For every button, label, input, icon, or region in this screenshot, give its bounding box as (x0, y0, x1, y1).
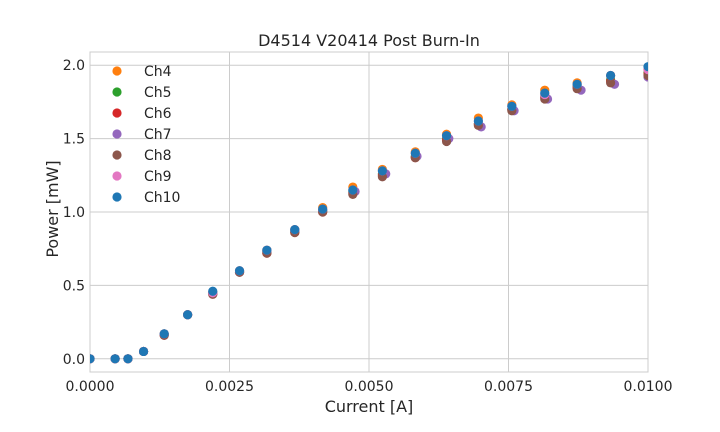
legend-label: Ch4 (144, 64, 172, 80)
y-tick-label: 1.0 (63, 205, 85, 221)
data-point (159, 329, 169, 339)
legend-marker (112, 171, 122, 181)
data-point (123, 354, 133, 364)
data-point (90, 354, 95, 364)
data-point (290, 225, 300, 235)
y-tick-label: 0.5 (63, 278, 85, 294)
data-point (572, 79, 582, 89)
legend: Ch4 Ch5 Ch6 Ch7 Ch8 Ch9 Ch10 (112, 64, 180, 206)
legend-label: Ch8 (144, 148, 172, 164)
x-tick-label: 0.0025 (205, 379, 254, 395)
legend-marker (112, 129, 122, 139)
legend-item-ch8: Ch8 (112, 148, 172, 164)
data-point (606, 70, 616, 81)
legend-item-ch6: Ch6 (112, 106, 172, 122)
legend-item-ch9: Ch9 (112, 169, 172, 185)
legend-label: Ch5 (144, 85, 172, 101)
data-points (90, 62, 648, 364)
data-point (262, 245, 272, 255)
data-point (473, 116, 483, 126)
data-point (318, 204, 328, 214)
legend-item-ch10: Ch10 (112, 190, 180, 206)
data-point (377, 166, 387, 176)
data-point (441, 131, 452, 141)
series-ch10 (90, 62, 648, 364)
grid (89, 52, 649, 372)
y-tick-label: 2.0 (63, 58, 85, 74)
x-tick-label: 0.0100 (624, 379, 673, 395)
data-point (138, 346, 149, 357)
data-point (410, 148, 420, 158)
legend-item-ch5: Ch5 (112, 85, 172, 101)
x-tick-label: 0.0000 (66, 379, 115, 395)
y-axis-label: Power [mW] (43, 160, 62, 257)
legend-label: Ch6 (144, 106, 172, 122)
legend-marker (112, 66, 122, 76)
x-tick-label: 0.0075 (484, 379, 533, 395)
legend-marker (112, 150, 122, 160)
data-point (208, 286, 218, 296)
data-point (348, 185, 358, 195)
y-axis-ticks: 0.0 0.5 1.0 1.5 2.0 (63, 58, 85, 368)
x-tick-label: 0.0050 (345, 379, 394, 395)
legend-marker (112, 87, 122, 97)
legend-item-ch4: Ch4 (112, 64, 172, 80)
data-point (110, 354, 120, 364)
legend-label: Ch10 (144, 190, 180, 206)
data-point (234, 266, 245, 276)
data-point (643, 62, 648, 72)
data-point (183, 310, 193, 320)
x-axis-label: Current [A] (325, 397, 414, 416)
data-point (507, 101, 517, 111)
legend-marker (112, 108, 122, 118)
chart-title: D4514 V20414 Post Burn-In (258, 31, 480, 50)
data-point (540, 88, 550, 98)
legend-label: Ch7 (144, 127, 172, 143)
x-axis-ticks: 0.0000 0.0025 0.0050 0.0075 0.0100 (66, 379, 673, 395)
legend-label: Ch9 (144, 169, 172, 185)
y-tick-label: 0.0 (63, 352, 85, 368)
y-tick-label: 1.5 (63, 132, 85, 148)
legend-item-ch7: Ch7 (112, 127, 172, 143)
legend-marker (112, 192, 122, 202)
data-point (606, 78, 616, 88)
